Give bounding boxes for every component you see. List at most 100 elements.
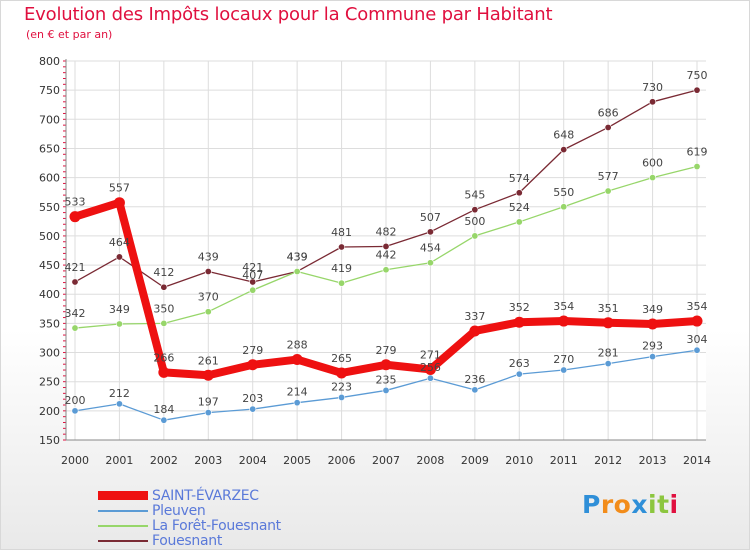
data-point	[602, 317, 614, 329]
x-tick-label: 2010	[505, 454, 533, 467]
data-point	[160, 283, 168, 291]
data-point	[693, 346, 701, 354]
data-label: 370	[198, 291, 219, 304]
y-tick-label: 250	[39, 376, 60, 389]
data-label: 550	[553, 186, 574, 199]
data-point	[471, 232, 479, 240]
data-point	[338, 393, 346, 401]
y-tick-label: 650	[39, 142, 60, 155]
data-point	[558, 315, 570, 327]
logo-letter: P	[582, 490, 601, 519]
data-label: 600	[642, 157, 663, 170]
data-point	[336, 367, 348, 379]
data-label: 619	[687, 146, 708, 159]
data-label: 352	[509, 301, 530, 314]
x-tick-label: 2005	[283, 454, 311, 467]
data-label: 439	[287, 250, 308, 263]
data-label: 412	[153, 266, 174, 279]
data-point	[204, 308, 212, 316]
data-point	[426, 259, 434, 267]
y-tick-label: 150	[39, 434, 60, 447]
data-point	[204, 409, 212, 417]
data-point	[249, 405, 257, 413]
data-label: 279	[376, 344, 397, 357]
data-label: 349	[109, 303, 130, 316]
data-label: 288	[287, 339, 308, 352]
data-label: 212	[109, 387, 130, 400]
data-label: 223	[331, 380, 352, 393]
data-label: 349	[642, 303, 663, 316]
data-point	[604, 187, 612, 195]
legend-swatch-pleuven	[98, 509, 148, 512]
data-label: 533	[65, 196, 86, 209]
data-label: 281	[598, 347, 619, 360]
data-point	[202, 369, 214, 381]
data-point	[293, 267, 301, 275]
data-label: 235	[376, 373, 397, 386]
data-label: 197	[198, 396, 219, 409]
legend-swatch-la-foret-fouesnant	[98, 524, 148, 527]
data-label: 214	[287, 386, 308, 399]
x-tick-label: 2011	[550, 454, 578, 467]
data-point	[115, 320, 123, 328]
data-point	[113, 197, 125, 209]
data-point	[691, 315, 703, 327]
legend-label-saint-evarzec: SAINT-ÉVARZEC	[152, 487, 259, 504]
data-point	[158, 366, 170, 378]
legend-label-la-foret-fouesnant: La Forêt-Fouesnant	[152, 517, 281, 534]
data-point	[382, 266, 390, 274]
data-point	[515, 218, 523, 226]
data-label: 256	[420, 361, 441, 374]
data-label: 500	[464, 215, 485, 228]
chart-subtitle: (en € et par an)	[26, 28, 113, 41]
data-label: 200	[65, 394, 86, 407]
x-tick-label: 2013	[639, 454, 667, 467]
data-point	[515, 370, 523, 378]
data-label: 419	[331, 262, 352, 275]
data-label: 421	[242, 261, 263, 274]
data-point	[560, 366, 568, 374]
data-label: 337	[464, 310, 485, 323]
data-point	[338, 243, 346, 251]
logo-letter: i	[669, 490, 679, 519]
data-label: 439	[198, 250, 219, 263]
data-point	[469, 325, 481, 337]
data-label: 261	[198, 354, 219, 367]
data-point	[515, 189, 523, 197]
data-label: 454	[420, 242, 441, 255]
data-point	[649, 174, 657, 182]
data-point	[291, 354, 303, 366]
logo-letter: t	[657, 490, 670, 519]
legend-item-fouesnant: Fouesnant	[98, 533, 281, 549]
data-label: 354	[553, 300, 574, 313]
data-label: 263	[509, 357, 530, 370]
data-point	[71, 324, 79, 332]
data-label: 271	[420, 348, 441, 361]
x-tick-label: 2004	[239, 454, 267, 467]
x-tick-label: 2006	[328, 454, 356, 467]
data-label: 730	[642, 81, 663, 94]
chart-title: Evolution des Impôts locaux pour la Comm…	[24, 4, 553, 25]
data-point	[293, 399, 301, 407]
data-label: 577	[598, 170, 619, 183]
legend-item-saint-evarzec: SAINT-ÉVARZEC	[98, 487, 281, 504]
data-point	[204, 267, 212, 275]
data-label: 507	[420, 211, 441, 224]
data-point	[424, 363, 436, 375]
data-point	[471, 386, 479, 394]
data-label: 354	[687, 300, 708, 313]
data-label: 545	[464, 189, 485, 202]
data-point	[426, 228, 434, 236]
legend-item-la-foret-fouesnant: La Forêt-Fouesnant	[98, 517, 281, 534]
data-label: 648	[553, 129, 574, 142]
y-tick-label: 350	[39, 317, 60, 330]
y-tick-label: 800	[39, 55, 60, 68]
x-tick-label: 2014	[683, 454, 711, 467]
data-point	[69, 211, 81, 223]
data-label: 184	[153, 403, 174, 416]
legend-item-pleuven: Pleuven	[98, 503, 281, 519]
logo-letter: i	[648, 490, 658, 519]
data-point	[382, 386, 390, 394]
y-tick-label: 600	[39, 172, 60, 185]
data-point	[471, 206, 479, 214]
